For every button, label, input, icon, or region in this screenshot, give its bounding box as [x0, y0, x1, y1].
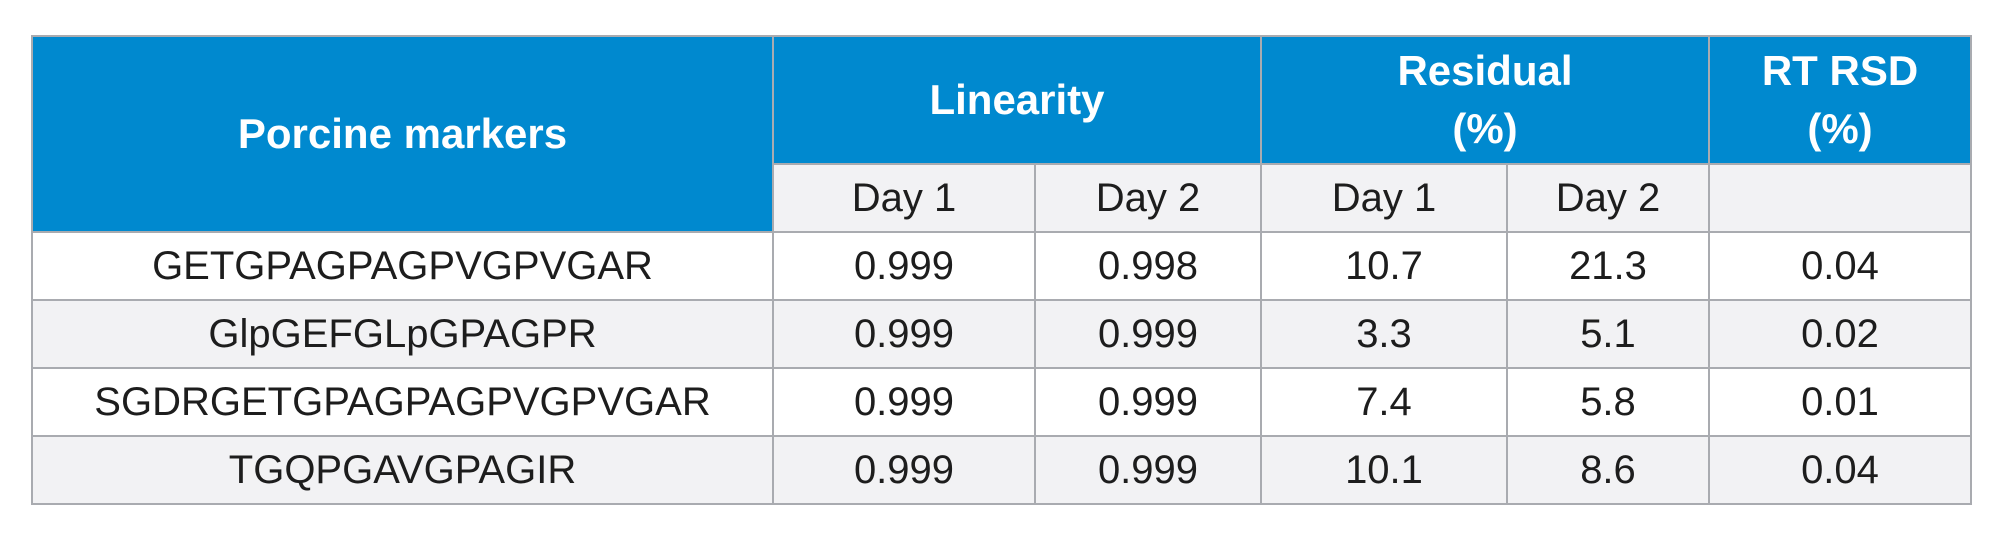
header-residual-unit: (%)	[1452, 105, 1518, 152]
cell-marker: TGQPGAVGPAGIR	[31, 435, 774, 505]
cell-marker: SGDRGETGPAGPAGPVGPVGAR	[31, 367, 774, 437]
cell-linearity-day2: 0.999	[1034, 299, 1262, 369]
header-rt-rsd-unit: (%)	[1807, 105, 1873, 152]
table-row: GETGPAGPAGPVGPVGAR 0.999 0.998 10.7 21.3…	[31, 231, 1972, 301]
cell-linearity-day1: 0.999	[772, 231, 1036, 301]
cell-residual-day1: 7.4	[1260, 367, 1508, 437]
cell-rt-rsd: 0.04	[1708, 435, 1972, 505]
cell-linearity-day1: 0.999	[772, 367, 1036, 437]
subheader-linearity-day1: Day 1	[772, 163, 1036, 233]
cell-residual-day2: 8.6	[1506, 435, 1710, 505]
subheader-linearity-day2: Day 2	[1034, 163, 1262, 233]
cell-rt-rsd: 0.01	[1708, 367, 1972, 437]
table-row: TGQPGAVGPAGIR 0.999 0.999 10.1 8.6 0.04	[31, 435, 1972, 505]
cell-residual-day1: 3.3	[1260, 299, 1508, 369]
subheader-residual-day2: Day 2	[1506, 163, 1710, 233]
table-row: SGDRGETGPAGPAGPVGPVGAR 0.999 0.999 7.4 5…	[31, 367, 1972, 437]
cell-residual-day2: 21.3	[1506, 231, 1710, 301]
cell-rt-rsd: 0.02	[1708, 299, 1972, 369]
cell-residual-day1: 10.7	[1260, 231, 1508, 301]
porcine-markers-table: Porcine markers Linearity Residual (%) R…	[31, 35, 1972, 505]
header-porcine-markers: Porcine markers	[31, 35, 774, 233]
header-linearity: Linearity	[772, 35, 1262, 165]
cell-linearity-day2: 0.999	[1034, 435, 1262, 505]
subheader-residual-day1: Day 1	[1260, 163, 1508, 233]
cell-residual-day1: 10.1	[1260, 435, 1508, 505]
cell-linearity-day2: 0.998	[1034, 231, 1262, 301]
cell-rt-rsd: 0.04	[1708, 231, 1972, 301]
cell-linearity-day1: 0.999	[772, 299, 1036, 369]
header-residual-title: Residual	[1397, 47, 1573, 94]
header-residual: Residual (%)	[1260, 35, 1710, 165]
cell-marker: GETGPAGPAGPVGPVGAR	[31, 231, 774, 301]
table-row: GlpGEFGLpGPAGPR 0.999 0.999 3.3 5.1 0.02	[31, 299, 1972, 369]
cell-marker: GlpGEFGLpGPAGPR	[31, 299, 774, 369]
header-rt-rsd-title: RT RSD	[1761, 47, 1919, 94]
cell-residual-day2: 5.1	[1506, 299, 1710, 369]
subheader-rt-rsd-blank	[1708, 163, 1972, 233]
cell-residual-day2: 5.8	[1506, 367, 1710, 437]
cell-linearity-day2: 0.999	[1034, 367, 1262, 437]
cell-linearity-day1: 0.999	[772, 435, 1036, 505]
header-rt-rsd: RT RSD (%)	[1708, 35, 1972, 165]
